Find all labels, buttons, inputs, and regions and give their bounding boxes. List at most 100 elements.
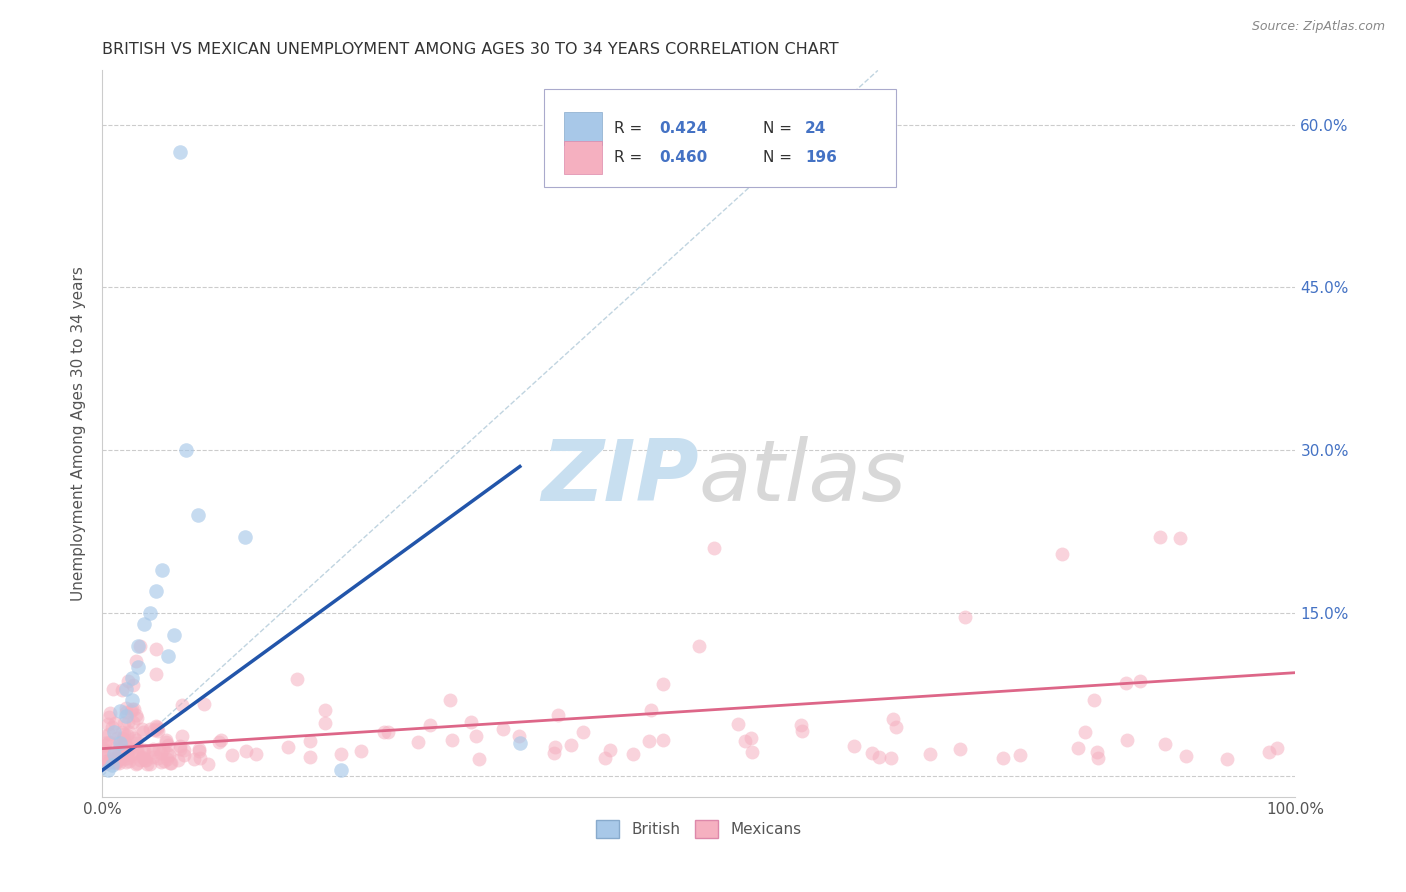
Point	[377, 725, 399, 739]
Point	[111, 725, 134, 739]
Point	[110, 750, 132, 764]
Text: N =: N =	[763, 121, 797, 136]
Point	[96, 754, 118, 768]
Point	[103, 682, 125, 697]
Point	[1087, 750, 1109, 764]
Point	[860, 746, 883, 760]
Point	[131, 745, 153, 759]
Point	[842, 739, 865, 753]
Text: atlas: atlas	[699, 436, 907, 519]
Point	[104, 756, 127, 770]
Point	[145, 667, 167, 681]
Point	[1050, 547, 1073, 561]
Point	[571, 724, 593, 739]
Point	[132, 616, 155, 631]
Point	[131, 722, 153, 736]
Point	[124, 702, 146, 716]
Point	[329, 764, 352, 778]
Text: ZIP: ZIP	[541, 436, 699, 519]
Point	[688, 639, 710, 653]
Point	[142, 750, 165, 764]
Text: Source: ZipAtlas.com: Source: ZipAtlas.com	[1251, 20, 1385, 33]
Point	[101, 756, 124, 770]
Point	[108, 736, 131, 750]
Point	[121, 702, 143, 716]
Point	[314, 716, 336, 731]
Point	[790, 717, 813, 731]
Point	[159, 747, 181, 762]
Point	[174, 443, 197, 458]
Point	[104, 752, 127, 766]
Point	[169, 739, 191, 753]
Point	[640, 703, 662, 717]
Text: 0.424: 0.424	[659, 121, 707, 136]
Point	[408, 735, 430, 749]
Point	[187, 744, 209, 758]
Point	[128, 639, 150, 653]
Point	[127, 756, 149, 770]
Point	[949, 741, 972, 756]
Text: 24: 24	[806, 121, 827, 136]
Point	[134, 753, 156, 767]
Point	[1168, 531, 1191, 545]
Point	[142, 745, 165, 759]
Text: BRITISH VS MEXICAN UNEMPLOYMENT AMONG AGES 30 TO 34 YEARS CORRELATION CHART: BRITISH VS MEXICAN UNEMPLOYMENT AMONG AG…	[103, 42, 839, 57]
Point	[125, 745, 148, 759]
Point	[652, 677, 675, 691]
Point	[93, 756, 115, 771]
Point	[468, 752, 491, 766]
Point	[188, 751, 211, 765]
Point	[183, 752, 205, 766]
Point	[107, 750, 129, 764]
Point	[146, 724, 169, 739]
Point	[868, 749, 890, 764]
Point	[1265, 740, 1288, 755]
Point	[621, 747, 644, 761]
Point	[125, 654, 148, 668]
FancyBboxPatch shape	[544, 88, 896, 186]
Point	[159, 756, 181, 770]
Point	[152, 742, 174, 756]
Point	[127, 660, 149, 674]
Point	[734, 733, 756, 747]
Text: R =: R =	[614, 150, 647, 165]
Text: 196: 196	[806, 150, 837, 165]
Point	[637, 734, 659, 748]
Point	[115, 700, 138, 714]
Point	[103, 747, 125, 761]
Point	[120, 704, 142, 718]
Point	[146, 720, 169, 734]
Point	[115, 748, 138, 763]
Point	[94, 736, 117, 750]
Point	[122, 714, 145, 729]
Point	[1175, 748, 1198, 763]
Point	[509, 736, 531, 750]
Point	[170, 729, 193, 743]
Point	[993, 751, 1015, 765]
Point	[1115, 676, 1137, 690]
Point	[1074, 724, 1097, 739]
Point	[460, 714, 482, 729]
Point	[285, 673, 308, 687]
Legend: British, Mexicans: British, Mexicans	[591, 814, 808, 845]
Point	[882, 712, 904, 726]
Point	[508, 729, 530, 743]
Point	[108, 741, 131, 756]
Text: R =: R =	[614, 121, 647, 136]
Point	[329, 747, 352, 761]
Point	[1216, 751, 1239, 765]
Point	[918, 747, 941, 761]
Point	[298, 734, 321, 748]
Point	[1010, 748, 1032, 763]
Point	[235, 530, 257, 544]
Point	[373, 725, 395, 739]
Text: N =: N =	[763, 150, 797, 165]
Point	[727, 716, 749, 731]
Point	[104, 754, 127, 768]
Point	[169, 145, 191, 159]
Point	[112, 752, 135, 766]
Point	[107, 748, 129, 763]
Point	[155, 733, 177, 747]
Point	[104, 754, 127, 768]
Point	[127, 639, 149, 653]
